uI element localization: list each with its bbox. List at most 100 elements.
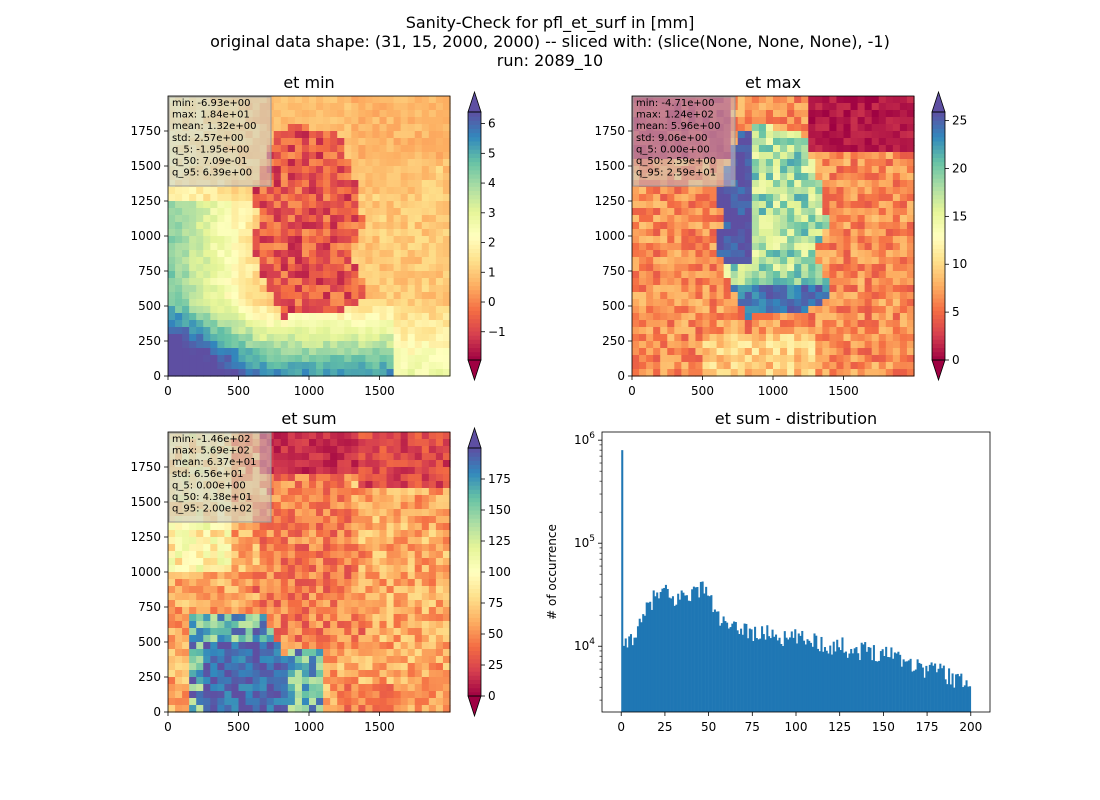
heatmap-cell (372, 572, 381, 580)
heatmap-cell (330, 663, 338, 671)
heatmap-cell (238, 194, 247, 202)
heatmap-cell (906, 131, 915, 139)
heatmap-cell (808, 341, 816, 349)
heatmap-cell (294, 313, 303, 321)
heatmap-cell (393, 565, 402, 573)
heatmap-cell (182, 278, 190, 286)
heatmap-cell (428, 684, 437, 692)
heatmap-cell (787, 306, 795, 314)
heatmap-cell (787, 124, 795, 132)
heatmap-cell (372, 278, 381, 286)
heatmap-cell (850, 117, 859, 125)
heatmap-cell (716, 355, 725, 363)
heatmap-cell (829, 103, 838, 111)
heatmap-cell (421, 215, 430, 223)
heatmap-cell (435, 558, 444, 566)
heatmap-cell (765, 334, 774, 342)
heatmap-cell (421, 103, 430, 111)
colorbar-segment (468, 202, 481, 208)
heatmap-cell (358, 257, 366, 265)
heatmap-cell (421, 614, 430, 622)
heatmap-cell (379, 439, 388, 447)
heatmap-cell (189, 649, 197, 657)
heatmap-cell (442, 460, 451, 468)
heatmap-cell (323, 698, 331, 706)
heatmap-cell (273, 229, 282, 237)
heatmap-cell (667, 250, 675, 258)
heatmap-cell (744, 131, 753, 139)
heatmap-cell (316, 488, 324, 496)
heatmap-cell (414, 537, 423, 545)
heatmap-cell (323, 348, 331, 356)
colorbar-segment (468, 248, 481, 254)
heatmap-cell (780, 145, 788, 153)
heatmap-cell (224, 621, 233, 629)
heatmap-cell (372, 166, 381, 174)
heatmap-cell (224, 250, 233, 258)
heatmap-cell (358, 215, 366, 223)
heatmap-cell (301, 523, 310, 531)
heatmap-cell (787, 285, 795, 293)
heatmap-cell (379, 362, 388, 370)
heatmap-cell (857, 250, 866, 258)
heatmap-cell (400, 306, 409, 314)
heatmap-cell (435, 446, 444, 454)
colorbar-segment (468, 132, 481, 138)
heatmap-cell (857, 299, 866, 307)
heatmap-cell (428, 516, 437, 524)
heatmap-cell (836, 110, 845, 118)
heatmap-cell (850, 257, 859, 265)
heatmap-cell (203, 593, 211, 601)
heatmap-cell (829, 173, 838, 181)
colorbar-frame (467, 111, 482, 361)
heatmap-cell (210, 320, 218, 328)
heatmap-cell (758, 313, 767, 321)
heatmap-cell (323, 684, 331, 692)
heatmap-cell (245, 257, 254, 265)
heatmap-cell (379, 600, 388, 608)
heatmap-cell (337, 313, 345, 321)
heatmap-cell (794, 208, 802, 216)
heatmap-cell (428, 621, 437, 629)
heatmap-cell (871, 124, 880, 132)
heatmap-cell (428, 215, 437, 223)
heatmap-cell (899, 166, 908, 174)
heatmap-cell (702, 215, 711, 223)
heatmap-cell (702, 292, 711, 300)
heatmap-cell (231, 355, 240, 363)
heatmap-cell (393, 642, 402, 650)
heatmap-cell (273, 516, 282, 524)
heatmap-cell (259, 334, 268, 342)
heatmap-cell (428, 327, 437, 335)
heatmap-cell (323, 453, 331, 461)
heatmap-cell (175, 215, 183, 223)
heatmap-cell (442, 194, 451, 202)
heatmap-cell (751, 117, 760, 125)
heatmap-cell (273, 292, 282, 300)
heatmap-cell (407, 663, 416, 671)
heatmap-cell (808, 243, 816, 251)
heatmap-cell (280, 110, 289, 118)
heatmap-cell (301, 278, 310, 286)
heatmap-cell (358, 516, 366, 524)
heatmap-cell (393, 537, 402, 545)
heatmap-cell (351, 257, 359, 265)
heatmap-cell (681, 187, 689, 195)
heatmap-cell (758, 215, 767, 223)
heatmap-cell (323, 446, 331, 454)
heatmap-cell (273, 537, 282, 545)
heatmap-cell (428, 250, 437, 258)
heatmap-cell (646, 299, 654, 307)
heatmap-cell (351, 201, 359, 209)
heatmap-cell (189, 530, 197, 538)
heatmap-cell (428, 285, 437, 293)
heatmap-cell (168, 362, 176, 370)
heatmap-cell (780, 236, 788, 244)
heatmap-cell (723, 243, 732, 251)
x-tick-label: 0 (628, 384, 636, 398)
heatmap-cell (428, 600, 437, 608)
heatmap-cell (442, 96, 451, 104)
heatmap-cell (280, 635, 289, 643)
heatmap-cell (365, 663, 374, 671)
heatmap-cell (639, 187, 647, 195)
